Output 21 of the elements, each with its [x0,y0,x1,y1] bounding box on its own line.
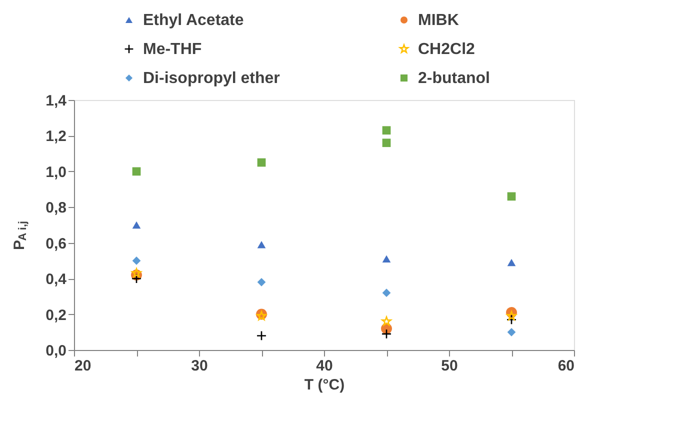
y-axis-title: PA i,j [11,220,29,250]
y-tick-label: 1,4 [46,92,68,110]
x-tick-label: 40 [316,358,333,374]
y-tick-label: 1,0 [46,164,66,181]
x-axis-title: T (°C) [304,376,345,394]
x-tick-label: 30 [191,358,208,374]
legend-label: Me-THF [143,41,202,58]
legend-label: MIBK [418,12,460,29]
y-tick-label: 0,0 [46,342,66,360]
legend-label: Di-isopropyl ether [143,70,280,87]
x-tick-label: 50 [441,358,458,374]
y-tick-label: 0,2 [46,306,66,324]
y-tick-label: 1,2 [46,128,66,146]
legend-label: 2-butanol [418,70,490,87]
x-tick-label: 20 [74,358,92,374]
y-tick-label: 0,4 [46,271,68,288]
y-tick-label: 0,6 [46,235,66,252]
y-tick-label: 0,8 [46,200,66,217]
legend-label: Ethyl Acetate [143,12,244,29]
legend-label: CH2Cl2 [418,41,476,58]
x-tick-label: 60 [558,358,574,374]
